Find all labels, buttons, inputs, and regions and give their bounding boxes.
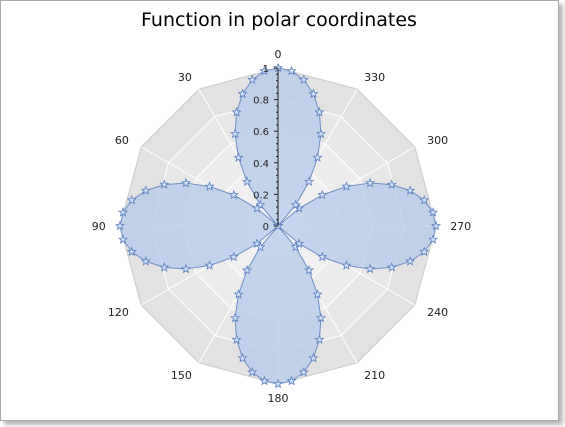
data-point-star	[298, 74, 309, 85]
radial-tick-label: 0.6	[253, 127, 269, 138]
data-point-star	[126, 194, 137, 205]
polar-chart: Function in polar coordinates 0 0.2 0.4 0.6…	[92, 9, 471, 405]
angle-label: 330	[364, 71, 385, 84]
angle-label: 30	[178, 71, 192, 84]
data-point-star	[317, 189, 328, 200]
data-point-star	[231, 334, 242, 345]
data-point-star	[430, 220, 442, 231]
angle-label: 120	[108, 306, 129, 319]
data-point-star	[180, 263, 191, 274]
data-point-star	[233, 152, 244, 162]
data-point-star	[303, 176, 315, 187]
data-point-star	[405, 256, 416, 266]
angle-label: 60	[115, 134, 129, 147]
angle-labels: 0 30 60 90 120 150 180 210 240 270 300 330	[92, 48, 471, 405]
radial-tick-label: 0.2	[253, 190, 269, 201]
data-point-star	[317, 251, 328, 262]
data-point-star	[255, 241, 266, 252]
data-point-star	[233, 289, 244, 299]
data-point-star	[341, 181, 352, 191]
data-point-star	[228, 251, 239, 262]
data-point-star	[308, 88, 319, 99]
data-point-star	[303, 264, 315, 275]
data-point-star	[259, 375, 270, 386]
data-point-star	[298, 366, 309, 377]
angle-label: 240	[427, 306, 448, 319]
data-point-star	[140, 185, 151, 195]
data-point-star	[159, 262, 170, 272]
data-point-star	[247, 366, 258, 377]
chart-frame: Function in polar coordinates 0 0.2 0.4 0.6…	[0, 0, 559, 421]
data-point-star	[286, 65, 297, 76]
radial-axis: 0 0.2 0.4 0.6 0.8 1	[253, 64, 279, 233]
angle-label: 210	[364, 369, 385, 382]
radial-tick-label: 0.4	[253, 159, 269, 170]
data-point-star	[228, 189, 239, 200]
data-point-star	[427, 234, 439, 244]
data-point-star	[419, 194, 430, 205]
data-point-star	[427, 207, 439, 217]
data-point-star	[140, 256, 151, 266]
angle-label: 180	[268, 392, 289, 405]
data-point-star	[386, 179, 397, 189]
data-point-star	[230, 128, 241, 139]
angle-label: 270	[450, 220, 471, 233]
data-point-star	[286, 375, 297, 386]
data-point-star	[386, 262, 397, 272]
data-point-star	[294, 238, 305, 248]
data-point-star	[365, 177, 376, 188]
data-point-star	[114, 220, 126, 231]
data-point-star	[159, 179, 170, 189]
data-point-star	[290, 199, 301, 210]
angle-label: 300	[427, 134, 448, 147]
data-point-star	[312, 152, 323, 162]
data-point-star	[231, 106, 242, 117]
chart-title: Function in polar coordinates	[141, 9, 417, 31]
data-point-star	[126, 246, 137, 257]
data-point-star	[247, 74, 258, 85]
data-point-star	[312, 289, 323, 299]
data-point-star	[341, 260, 352, 270]
data-point-star	[315, 128, 326, 139]
angle-label: 0	[275, 48, 282, 61]
data-point-star	[365, 263, 376, 274]
data-point-star	[237, 88, 248, 99]
data-point-star	[405, 185, 416, 195]
data-point-star	[230, 312, 241, 323]
data-point-star	[314, 106, 325, 117]
data-point-star	[251, 203, 262, 213]
angle-label: 90	[92, 220, 106, 233]
data-point-star	[272, 378, 284, 389]
radial-tick-label: 1	[263, 64, 269, 75]
data-point-star	[237, 352, 248, 363]
angle-label: 150	[171, 369, 192, 382]
radial-tick-label: 0	[263, 222, 269, 233]
data-point-star	[204, 260, 215, 270]
data-point-star	[314, 334, 325, 345]
data-point-star	[259, 65, 270, 76]
data-point-star	[241, 264, 253, 275]
data-point-star	[180, 177, 191, 188]
data-point-star	[241, 176, 253, 187]
data-point-star	[117, 207, 129, 217]
data-point-star	[204, 181, 215, 191]
data-point-star	[315, 312, 326, 323]
data-point-star	[419, 246, 430, 257]
data-point-star	[308, 352, 319, 363]
data-point-star	[117, 234, 129, 244]
radial-tick-label: 0.8	[253, 96, 269, 107]
